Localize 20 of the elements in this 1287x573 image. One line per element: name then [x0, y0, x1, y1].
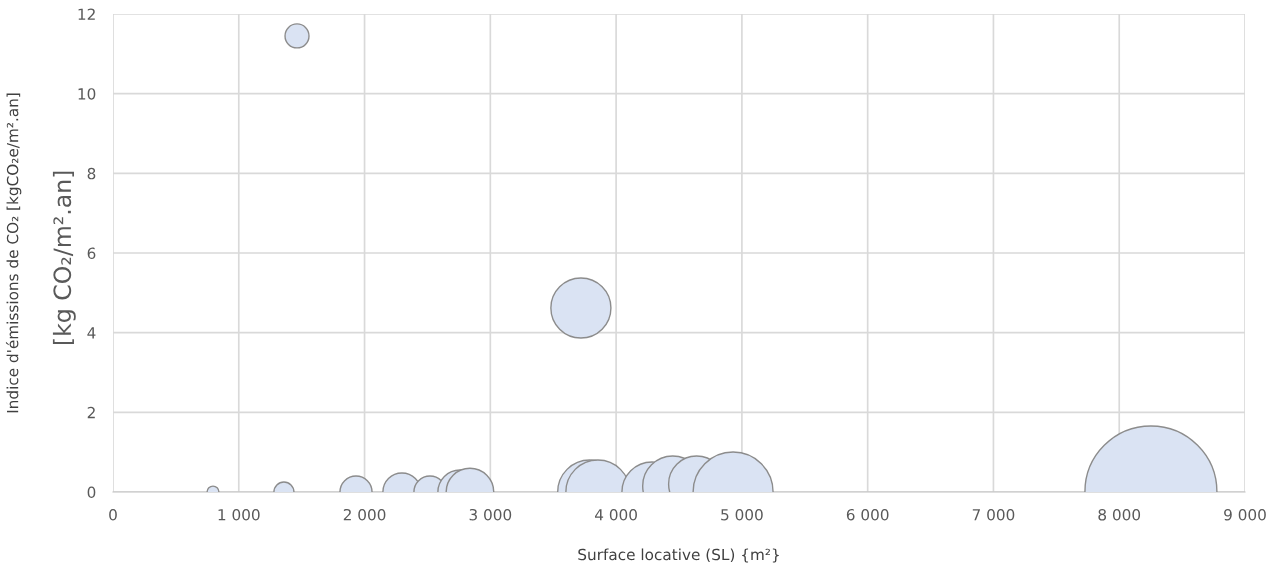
y-tick-label: 0: [87, 486, 96, 499]
y-tick-label: 2: [87, 406, 95, 419]
x-tick-label: 4 000: [594, 508, 637, 521]
x-tick-label: 2 000: [343, 508, 386, 521]
x-tick-label: 9 000: [1224, 508, 1266, 521]
y-axis-title: Indice d'émissions de CO₂ [kgCO₂e/m².an]: [5, 93, 22, 413]
x-tick-label: 0: [109, 508, 117, 521]
y-tick-label: 6: [87, 247, 96, 260]
y-tick-label: 8: [87, 167, 96, 180]
y-tick-label: 12: [78, 8, 95, 20]
x-tick-label: 8 000: [1098, 508, 1141, 521]
x-tick-label: 5 000: [721, 508, 763, 521]
y-tick-label: 10: [78, 88, 96, 100]
text: [kg CO₂/m².an]: [52, 171, 76, 345]
x-tick-label: 7 000: [972, 508, 1015, 521]
x-tick-label: 3 000: [469, 508, 512, 521]
x-axis-title: Surface locative (SL) {m²}: [578, 548, 779, 563]
x-tick-label: 1 000: [218, 508, 260, 521]
x-tick-label: 6 000: [846, 508, 889, 521]
y-tick-label: 4: [87, 327, 96, 339]
